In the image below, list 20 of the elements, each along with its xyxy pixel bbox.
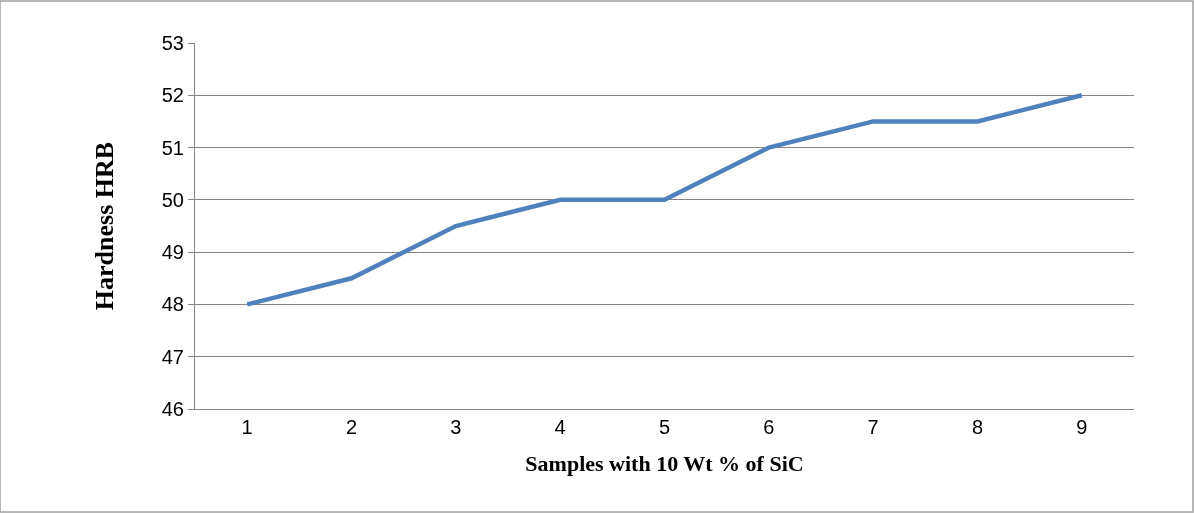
y-tick-label: 53 [161,32,184,54]
x-tick-label: 4 [554,416,566,438]
line-series [244,93,1085,307]
y-axis-title: Hardness HRB [90,141,120,311]
y-tick-label: 48 [161,293,184,316]
x-tick-label: 1 [241,416,253,438]
x-tick-label: 9 [1076,416,1088,438]
y-tick-label: 46 [161,398,184,420]
x-tick-label: 8 [971,416,984,438]
y-tick-label: 47 [161,345,184,368]
x-tick-label: 7 [867,416,879,438]
x-tick-label: 3 [450,416,462,438]
y-tick-label: 49 [161,241,184,264]
x-axis-title: Samples with 10 Wt % of SiC [525,450,804,476]
x-tick-label: 6 [763,416,775,438]
x-tick-label: 2 [345,416,358,438]
x-tick-label: 5 [658,416,671,438]
y-tick-label: 52 [161,84,184,107]
y-tick-label: 51 [161,136,184,159]
y-tick-label: 50 [161,188,184,211]
